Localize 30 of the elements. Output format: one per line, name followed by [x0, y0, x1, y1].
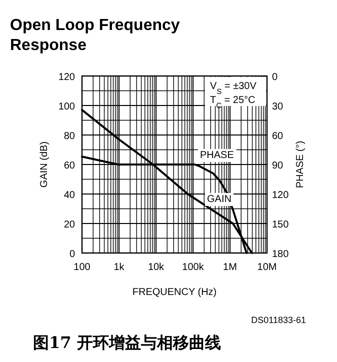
annotation: T$_{C}$ = 25°C: [210, 95, 256, 110]
x-axis-title: FREQUENCY (Hz): [132, 287, 217, 298]
y-tick-label: 20: [64, 220, 76, 230]
chart-title: Open Loop Frequency Response: [10, 17, 180, 54]
y2-tick-label: 30: [272, 102, 284, 112]
caption: 图17 开环增益与相移曲线: [33, 333, 221, 352]
y-tick-label: 60: [64, 160, 76, 172]
y2-tick-label: 180: [272, 249, 290, 260]
x-tick-label: 1k: [114, 262, 126, 273]
y-axis-title: GAIN (dB): [39, 141, 50, 188]
x-tick-label: 1M: [223, 262, 237, 273]
y2-tick-label: 0: [272, 72, 278, 83]
y-tick-label: 80: [64, 131, 76, 142]
series-label: GAIN: [207, 194, 232, 205]
y-tick-label: 120: [58, 72, 76, 83]
x-tick-label: 10k: [148, 262, 166, 273]
y2-tick-label: 90: [272, 160, 284, 172]
x-tick-label: 100k: [182, 262, 205, 273]
series-label: PHASE: [200, 150, 234, 161]
annotation: V$_{S}$ = ±30V: [210, 81, 257, 96]
y2-axis-title: PHASE (°): [295, 140, 306, 188]
x-tick-label: 100: [74, 262, 91, 273]
y-tick-label: 40: [64, 190, 76, 201]
y2-tick-label: 120: [272, 190, 290, 201]
y-tick-label: 100: [58, 102, 76, 112]
y2-tick-label: 60: [272, 131, 284, 142]
y2-tick-label: 150: [272, 220, 290, 230]
text: DS011833-61: [251, 315, 306, 325]
y-tick-label: 0: [69, 249, 76, 260]
x-tick-label: 10M: [257, 262, 277, 273]
